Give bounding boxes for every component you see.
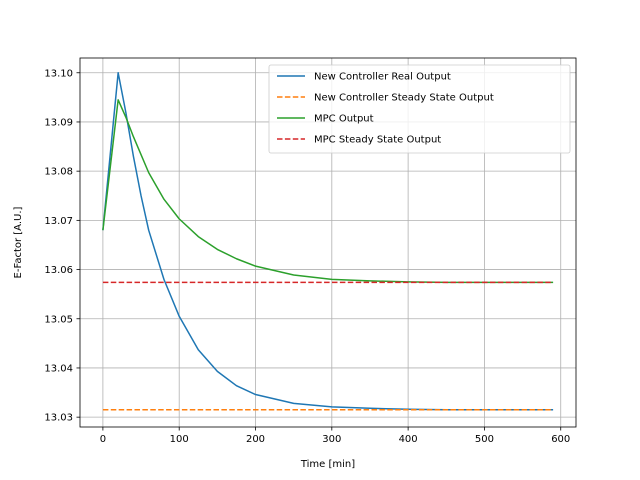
y-tick-label: 13.08	[44, 167, 73, 178]
axis-ticks: 0 100 200 300 400 500 600 13.03 13.04 13.05 13.06 1…	[44, 68, 570, 445]
y-tick-label: 13.03	[44, 413, 73, 424]
legend-label: New Controller Real Output	[314, 72, 451, 83]
y-tick-label: 13.09	[44, 117, 73, 128]
y-tick-label: 13.07	[44, 216, 73, 227]
y-tick-label: 13.04	[44, 363, 73, 374]
legend: New Controller Real Output New Controller…	[268, 64, 571, 154]
x-tick-label: 300	[322, 434, 341, 445]
x-tick-label: 0	[100, 434, 106, 445]
legend-label: MPC Steady State Output	[314, 135, 441, 146]
x-tick-label: 500	[475, 434, 494, 445]
x-tick-label: 400	[399, 434, 418, 445]
plot-area-frame	[79, 57, 577, 428]
legend-label: New Controller Steady State Output	[314, 93, 494, 104]
legend-label: MPC Output	[314, 114, 374, 125]
y-tick-label: 13.10	[44, 68, 73, 79]
x-tick-label: 600	[551, 434, 570, 445]
y-tick-label: 13.06	[44, 265, 73, 276]
legend-frame	[268, 64, 571, 154]
x-tick-label: 200	[246, 434, 265, 445]
series-lines	[102, 72, 554, 411]
x-tick-label: 100	[170, 434, 189, 445]
y-tick-label: 13.05	[44, 314, 73, 325]
y-axis-label: E-Factor [A.U.]	[13, 206, 24, 278]
x-axis-label: Time [min]	[300, 459, 355, 470]
